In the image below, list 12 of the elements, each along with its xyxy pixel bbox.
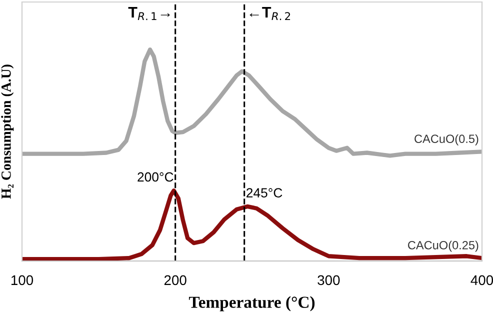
annotation: 200°C	[138, 172, 174, 182]
ref-line-label: ←T$_{R.2}$	[250, 7, 290, 20]
x-tick-label: 200	[164, 275, 186, 286]
annotation: 245°C	[246, 188, 282, 198]
ref-line-label: T$_{R.1}$→	[128, 7, 170, 20]
series-label: CACuO(0.25)	[408, 240, 478, 252]
y-axis-title: H₂ Consumption (A.U)	[1, 64, 14, 199]
x-tick-label: 100	[11, 275, 34, 286]
x-axis-title: Temperature (°C)	[188, 296, 315, 312]
series-label: CACuO(0.5)	[414, 134, 478, 146]
x-tick-label: 300	[318, 275, 340, 286]
x-tick-label: 400	[470, 275, 493, 286]
